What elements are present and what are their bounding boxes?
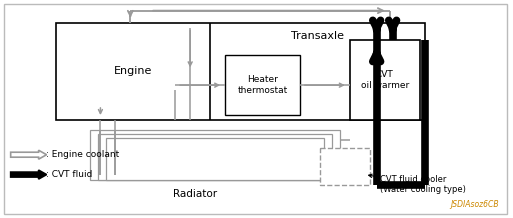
Text: JSDIAsoz6CB: JSDIAsoz6CB <box>451 200 499 209</box>
Text: : Engine coolant: : Engine coolant <box>46 150 119 159</box>
Bar <box>55 22 425 120</box>
Bar <box>320 148 370 184</box>
FancyArrow shape <box>11 170 47 179</box>
Bar <box>350 41 420 120</box>
Text: : CVT fluid: : CVT fluid <box>46 170 92 179</box>
Text: Radiator: Radiator <box>173 189 217 199</box>
Text: Heater
thermostat: Heater thermostat <box>238 75 288 95</box>
Text: Transaxle: Transaxle <box>291 31 344 41</box>
Text: CVT fluid cooler
(Water cooling type): CVT fluid cooler (Water cooling type) <box>369 174 465 194</box>
Text: Engine: Engine <box>114 66 152 76</box>
Bar <box>106 138 324 180</box>
Bar <box>98 134 332 180</box>
FancyArrow shape <box>11 150 47 159</box>
Text: CVT
oil warmer: CVT oil warmer <box>361 70 409 90</box>
Bar <box>90 130 340 180</box>
Bar <box>225 55 300 115</box>
